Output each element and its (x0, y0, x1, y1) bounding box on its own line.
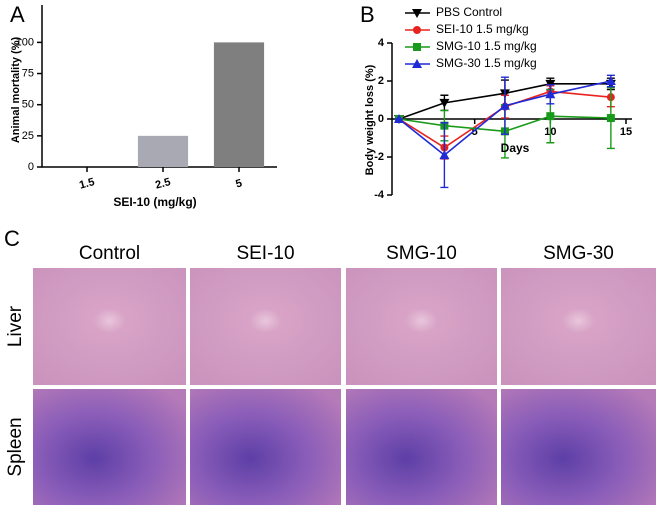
histology-image (501, 268, 656, 385)
row-label: Liver (5, 305, 26, 347)
marker (605, 76, 616, 85)
marker (439, 98, 450, 108)
marker (413, 26, 421, 34)
marker (412, 59, 422, 68)
y-tick-label: 0 (28, 161, 34, 173)
histology-image (190, 268, 341, 385)
y-tick-label: -4 (374, 189, 385, 201)
y-tick-label: 25 (22, 130, 34, 142)
panel-label: B (360, 2, 375, 27)
histology-image (33, 268, 186, 385)
y-tick-label: 4 (378, 37, 385, 49)
column-label: Control (79, 243, 140, 264)
y-tick-label: 2 (378, 75, 384, 87)
marker (546, 112, 555, 121)
histology-image (501, 389, 656, 505)
panel-label: A (10, 2, 25, 27)
legend-label: SMG-30 1.5 mg/kg (436, 56, 537, 70)
row-label: Spleen (5, 417, 26, 476)
y-tick-label: -2 (374, 151, 384, 163)
legend-label: PBS Control (436, 5, 502, 19)
bar (213, 42, 265, 168)
x-axis-label: Days (501, 141, 530, 155)
bar (137, 135, 189, 167)
x-tick-label: 2.5 (154, 176, 172, 192)
legend-label: SEI-10 1.5 mg/kg (436, 22, 529, 36)
y-axis-label: Animal mortality (%) (10, 36, 22, 143)
x-tick-label: 5 (472, 126, 478, 138)
marker (606, 114, 615, 123)
y-axis-label: Body weight loss (%) (364, 64, 376, 175)
y-tick-label: 50 (22, 99, 34, 111)
marker (439, 150, 450, 160)
legend-label: SMG-10 1.5 mg/kg (436, 39, 537, 53)
panel-label: C (4, 226, 20, 251)
y-tick-label: 75 (22, 67, 34, 79)
x-tick-label: 5 (234, 177, 243, 190)
y-tick-label: 0 (378, 113, 384, 125)
histology-image (190, 389, 341, 505)
histology-image (33, 389, 186, 505)
histology-image (346, 389, 497, 505)
marker (499, 100, 510, 110)
histology-grid: Control SEI-10 SMG-10 SMG-30 Liver Spleen (5, 243, 656, 505)
column-label: SEI-10 (236, 243, 294, 264)
marker (413, 43, 421, 51)
marker (545, 89, 556, 99)
histology-image (346, 268, 497, 385)
marker (394, 114, 404, 123)
marker (412, 9, 422, 18)
x-axis-label: SEI-10 (mg/kg) (113, 195, 196, 209)
x-tick-label: 15 (620, 126, 632, 138)
y-tick-label: 100 (16, 36, 34, 48)
x-tick-label: 1.5 (78, 176, 96, 192)
column-label: SMG-10 (386, 243, 457, 264)
column-label: SMG-30 (543, 243, 614, 264)
